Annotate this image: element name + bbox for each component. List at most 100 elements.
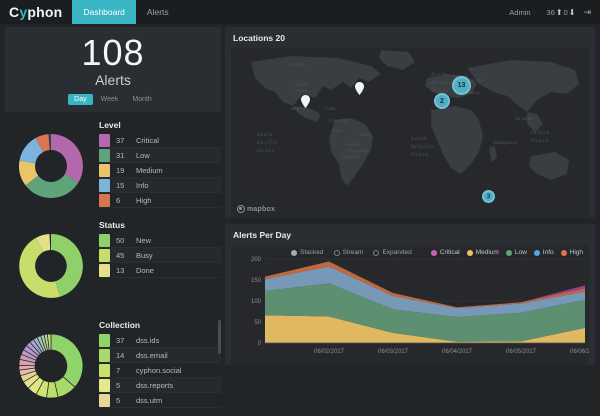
map-cluster-13[interactable]: 13 [452,76,471,95]
legend-row-done[interactable]: 13 Done [99,263,221,278]
swatch-low [99,148,110,162]
svg-text:0: 0 [258,341,262,347]
legend-row-info[interactable]: 15 Info [99,178,221,193]
legend-label-new: New [136,235,152,245]
collection-slice-20 [47,333,52,351]
map-cluster-2[interactable]: 2 [434,93,450,109]
legend-row-dss-utm[interactable]: 5 dss.utm [99,393,221,408]
radio-stream[interactable]: Stream [333,249,363,256]
collection-donut-svg [18,333,84,399]
locations-panel: Locations 20 [225,27,595,218]
legend-row-dss-reports[interactable]: 5 dss.reports [99,378,221,393]
legend-label-high: High [136,195,152,205]
logo-text-accent: y [19,4,28,20]
chart-legend-label-low: Low [514,249,527,256]
legend-row-new[interactable]: 50 New [99,233,221,248]
radio-stream-icon [333,249,340,256]
legend-row-dss-email[interactable]: 14 dss.email [99,348,221,363]
legend-label-dss-reports: dss.reports [136,380,174,390]
collection-scrollbar[interactable] [218,320,221,354]
level-slice-info [19,138,44,164]
user-menu[interactable]: Admin [501,8,538,17]
chart-legend-low[interactable]: Low [505,249,527,256]
area-series-info [265,266,585,317]
legend-row-high[interactable]: 6 High [99,193,221,208]
swatch-cyphon-social [99,363,110,377]
map-pin-1[interactable] [355,82,364,95]
chart-legend-dot-critical [430,249,437,256]
legend-label-medium: Medium [136,165,163,175]
level-donut[interactable] [5,120,97,212]
svg-text:150: 150 [251,278,262,284]
x-tick-label: 06/04/2017 [442,349,473,355]
svg-text:Ocean: Ocean [531,139,549,144]
swatch-busy [99,248,110,262]
legend-row-cyphon-social[interactable]: 7 cyphon.social [99,363,221,378]
legend-label-dss-email: dss.email [136,350,168,360]
area-series-low [265,283,585,342]
legend-row-low[interactable]: 31 Low [99,148,221,163]
map-cluster-3[interactable]: 3 [482,190,495,203]
svg-text:Bolivia: Bolivia [347,142,360,147]
legend-label-low: Low [136,150,150,160]
svg-text:Peru: Peru [333,128,343,133]
alerts-per-day-panel: Alerts Per Day Stacked Stream Expanded [225,224,595,365]
svg-text:States: States [295,88,308,93]
chart-legend-dot-high [560,249,567,256]
level-slice-critical [51,134,83,183]
range-day[interactable]: Day [68,94,93,105]
radio-expanded-icon [373,249,380,256]
collection-donut[interactable] [5,320,97,412]
chart-canvas: 0 50 100 150 200 06/02/2017 06/03/2017 06/04/20… [251,257,589,355]
logout-icon[interactable]: ⇥ [583,6,591,17]
legend-count-dss-ids: 37 [116,335,125,345]
svg-text:Mexico: Mexico [291,106,305,111]
chart-legend-medium[interactable]: Medium [466,249,499,256]
level-title: Level [99,120,121,130]
legend-count-medium: 19 [116,165,125,175]
legend-label-done: Done [136,265,154,275]
app-logo[interactable]: Cyphon [0,0,72,24]
chart-legend-high[interactable]: High [560,249,583,256]
swatch-new [99,233,110,247]
chart-legend-label-high: High [569,249,583,256]
collection-block: Collection 37 dss.ids 14 dss.email 7 cyp… [5,320,221,412]
alerts-count: 108 [81,32,145,73]
map-pin-2[interactable] [301,95,310,108]
legend-count-high: 6 [116,195,121,205]
nav-tab-alerts[interactable]: Alerts [146,7,169,17]
mapbox-attribution[interactable]: mapbox [237,205,275,213]
chart-legend-critical[interactable]: Critical [430,249,460,256]
swatch-done [99,263,110,277]
svg-text:North: North [430,73,448,78]
level-slice-medium [19,160,39,186]
legend-row-dss-ids[interactable]: 37 dss.ids [99,333,221,348]
radio-stacked[interactable]: Stacked [291,249,324,256]
nav-tab-dashboard[interactable]: Dashboard [72,0,136,24]
legend-count-new: 50 [116,235,125,245]
legend-row-busy[interactable]: 45 Busy [99,248,221,263]
alert-counters[interactable]: 36 ⬆ 0 ⬇ [539,8,584,17]
alerts-per-day-chart[interactable]: Stacked Stream Expanded Critical [231,245,589,365]
status-donut[interactable] [5,220,97,312]
arrow-up-icon: ⬆ [555,7,563,17]
legend-row-medium[interactable]: 19 Medium [99,163,221,178]
alerts-per-day-title: Alerts Per Day [233,230,292,240]
status-legend: Status 50 New 45 Busy 13 Done [97,220,221,312]
up-count: 36 [546,7,555,17]
range-week[interactable]: Week [100,96,119,103]
chart-legend-dot-low [505,249,512,256]
legend-row-critical[interactable]: 37 Critical [99,133,221,148]
swatch-dss-utm [99,393,110,407]
legend-count-low: 31 [116,150,125,160]
swatch-critical [99,133,110,147]
legend-count-critical: 37 [116,135,125,145]
mapbox-logo-icon [237,205,245,213]
status-slice-new [51,234,83,297]
level-block: Level 37 Critical 31 Low 19 Medium [5,120,221,212]
range-month[interactable]: Month [132,96,152,103]
radio-expanded[interactable]: Expanded [373,249,412,256]
chart-legend-info[interactable]: Info [533,249,554,256]
